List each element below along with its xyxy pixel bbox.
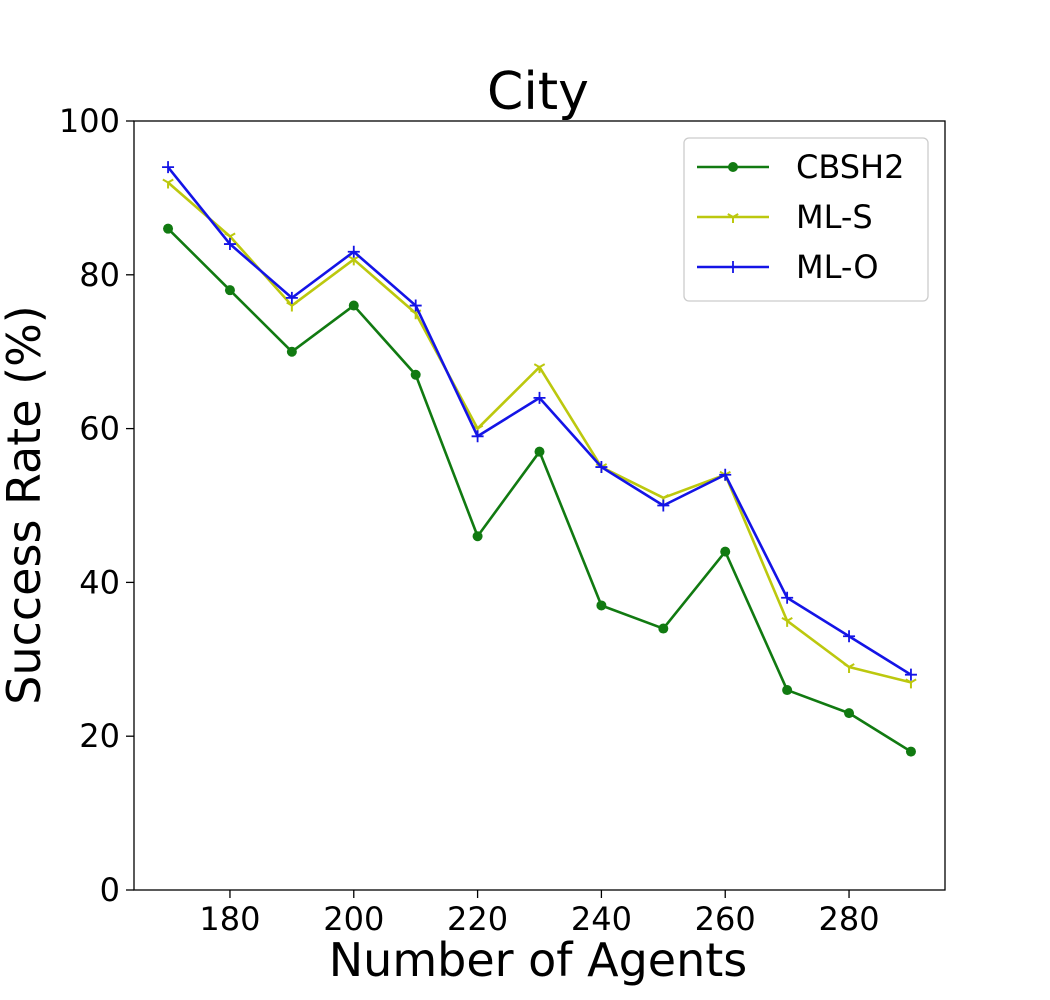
data-point [596, 600, 607, 611]
legend: CBSH2 ML-S ML-O [683, 137, 929, 302]
data-point [534, 446, 545, 457]
x-tick-label: 280 [819, 900, 880, 938]
data-point [162, 178, 174, 189]
data-point [844, 708, 855, 719]
data-point [904, 668, 917, 681]
y-tick-label: 100 [59, 102, 120, 140]
data-point [782, 685, 793, 696]
x-tick-label: 200 [323, 900, 384, 938]
x-tick-label: 240 [571, 900, 632, 938]
x-tick-label: 260 [695, 900, 756, 938]
legend-entry: ML-O [697, 248, 879, 286]
data-point [905, 678, 917, 689]
data-point [533, 363, 546, 374]
y-axis-label: Success Rate (%) [0, 305, 51, 705]
data-point [781, 616, 793, 627]
x-axis: 180 200 220 240 260 280 [199, 890, 880, 938]
x-tick-label: 220 [447, 900, 508, 938]
data-point [409, 299, 422, 312]
legend-entry: ML-S [697, 198, 873, 236]
data-point [658, 623, 669, 634]
series-ml-o [162, 161, 917, 681]
legend-swatch-marker [727, 213, 739, 223]
y-axis: 0 20 40 60 80 100 [59, 102, 134, 909]
legend-box [683, 137, 929, 302]
y-tick-label: 40 [79, 563, 120, 601]
data-point [843, 663, 855, 673]
y-tick-label: 20 [79, 717, 120, 755]
data-point [348, 300, 359, 311]
data-point [471, 430, 484, 443]
legend-label: CBSH2 [796, 148, 904, 186]
series-line-cbsh2 [167, 227, 912, 753]
data-point [905, 746, 916, 757]
data-point [410, 369, 421, 380]
data-point [533, 391, 546, 404]
y-tick-label: 80 [79, 256, 120, 294]
data-point [223, 238, 236, 251]
series-cbsh2 [163, 223, 916, 757]
legend-entry: CBSH2 [697, 148, 904, 186]
data-point [720, 546, 731, 557]
plot-area-frame [133, 120, 946, 891]
data-point [781, 591, 794, 604]
data-point [224, 285, 235, 296]
data-point [657, 499, 670, 512]
y-tick-label: 60 [79, 410, 120, 448]
legend-label: ML-S [796, 198, 873, 236]
data-point [595, 461, 608, 474]
data-point [719, 468, 732, 481]
data-point [285, 291, 298, 304]
data-point [286, 346, 297, 357]
y-tick-label: 0 [100, 871, 120, 909]
series-layer [162, 161, 917, 757]
data-point [162, 161, 175, 174]
data-point [472, 531, 483, 542]
x-tick-label: 180 [199, 900, 260, 938]
data-point [347, 245, 360, 258]
legend-swatch-marker [727, 261, 739, 273]
data-point [163, 223, 174, 234]
x-axis-label: Number of Agents [329, 933, 748, 987]
chart-title: City [487, 62, 589, 122]
legend-label: ML-O [796, 248, 879, 286]
data-point [286, 301, 298, 312]
legend-swatch-marker [728, 162, 738, 172]
data-point [843, 630, 856, 643]
